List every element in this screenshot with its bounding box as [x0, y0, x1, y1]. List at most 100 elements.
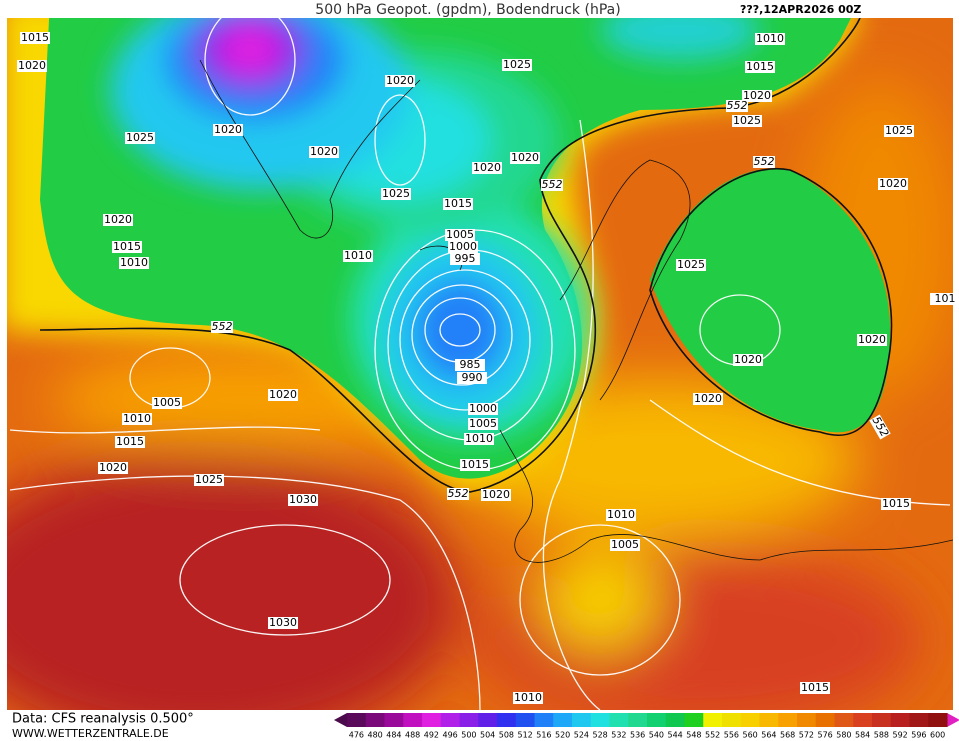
isobar-label-text: 1020 — [858, 333, 886, 346]
legend-swatch — [347, 713, 367, 727]
isobar-label-box — [460, 459, 490, 471]
isobar-label-box — [448, 241, 478, 253]
legend-tick-label: 596 — [911, 731, 926, 740]
height-label-box — [869, 414, 891, 440]
legend-swatch — [628, 713, 648, 727]
legend-swatch — [909, 713, 929, 727]
isobar-label-text: 985 — [460, 358, 481, 371]
legend-swatch — [722, 713, 742, 727]
legend-tick-label: 520 — [555, 731, 570, 740]
isobar-label-box — [733, 354, 763, 366]
legend-swatch — [590, 713, 610, 727]
legend-tick-label: 492 — [424, 731, 439, 740]
isobar-label: 1020 — [309, 145, 339, 158]
legend-tick-label: 588 — [874, 731, 889, 740]
isobar-label-text: 1010 — [344, 249, 372, 262]
isobar-label-box — [385, 75, 415, 87]
legend-swatch — [872, 713, 892, 727]
isobar-label-box — [112, 241, 142, 253]
isobar-label-text: 1015 — [116, 435, 144, 448]
legend-tick-label: 476 — [349, 731, 364, 740]
legend-swatch — [778, 713, 798, 727]
isobar-label-box — [693, 393, 723, 405]
isobar-label: 1020 — [472, 161, 502, 174]
height-label: 552 — [447, 487, 469, 500]
isobar-label: 1005 — [468, 417, 498, 430]
isobar-label-box — [464, 433, 494, 445]
legend-tick-label: 548 — [686, 731, 701, 740]
legend-tick-label: 564 — [761, 731, 776, 740]
isobar-label: 1015 — [460, 458, 490, 471]
isobar-label: 1015 — [800, 681, 830, 694]
legend-swatch — [553, 713, 573, 727]
isobar-label-text: 1015 — [461, 458, 489, 471]
isobar-label-text: 1020 — [269, 388, 297, 401]
isobar-label-box — [268, 389, 298, 401]
legend-swatch — [759, 713, 779, 727]
legend-swatch — [478, 713, 498, 727]
isobar-label-text: 1020 — [310, 145, 338, 158]
isobar-label: 101 — [930, 292, 959, 305]
isobar-label-box — [17, 60, 47, 72]
isobar-label-text: 1020 — [694, 392, 722, 405]
isobar-label-text: 1010 — [607, 508, 635, 521]
isobar-label-box — [455, 359, 485, 371]
isobar-label-text: 1020 — [743, 89, 771, 102]
legend-tick-label: 584 — [855, 731, 870, 740]
legend-tick-label: 512 — [517, 731, 532, 740]
legend-tick-label: 524 — [574, 731, 589, 740]
isobar-label: 1020 — [103, 213, 133, 226]
isobar-label: 1005 — [610, 538, 640, 551]
height-label-box — [726, 100, 748, 112]
isobar-label: 990 — [457, 371, 487, 384]
isobar-label-text: 1025 — [126, 131, 154, 144]
legend-tick-label: 484 — [386, 731, 401, 740]
height-label-box — [211, 321, 233, 333]
legend-tick-label: 496 — [442, 731, 457, 740]
isobar-label-text: 1005 — [469, 417, 497, 430]
legend-tick-label: 488 — [405, 731, 420, 740]
legend-tick-label: 572 — [799, 731, 814, 740]
height-label-text: 552 — [448, 487, 469, 500]
legend-tick-label: 580 — [836, 731, 851, 740]
run-date: ???,12APR2026 00Z — [740, 3, 861, 16]
isobar-label: 1010 — [122, 412, 152, 425]
isobar-label-box — [122, 413, 152, 425]
isobar-label: 1020 — [857, 333, 887, 346]
height-label-text: 552 — [754, 155, 775, 168]
isobar-label-box — [800, 682, 830, 694]
isobar-label-text: 1020 — [879, 177, 907, 190]
legend-swatch — [928, 713, 948, 727]
legend-swatch — [403, 713, 423, 727]
isobar-label-box — [884, 125, 914, 137]
isobar-label-text: 1005 — [153, 396, 181, 409]
isobar-label: 1025 — [381, 187, 411, 200]
isobar-label-text: 1015 — [746, 60, 774, 73]
isobar-label-box — [309, 146, 339, 158]
legend-tick-label: 576 — [817, 731, 832, 740]
isobar-label: 1015 — [20, 31, 50, 44]
isobar-label-text: 1025 — [503, 58, 531, 71]
isobar-label-text: 1020 — [511, 151, 539, 164]
isobar-label: 1020 — [268, 388, 298, 401]
isobar-label: 1020 — [481, 488, 511, 501]
isobar-label-text: 995 — [455, 252, 476, 265]
legend-swatch — [609, 713, 629, 727]
isobar-label-box — [115, 436, 145, 448]
height-label-box — [447, 488, 469, 500]
legend-tick-label: 500 — [461, 731, 476, 740]
legend-tick-label: 528 — [592, 731, 607, 740]
legend-swatch — [703, 713, 723, 727]
isobar-label-text: 1020 — [386, 74, 414, 87]
labels: 1015 1020 1020 1025 1010 1015 1020 1025 1020 1025… — [17, 31, 959, 704]
isobar-label: 1000 — [468, 402, 498, 415]
isobar-label-text: 1015 — [113, 240, 141, 253]
isobar-label-text: 1010 — [123, 412, 151, 425]
isobar-label-text: 1025 — [885, 124, 913, 137]
legend-tick-label: 568 — [780, 731, 795, 740]
legend-swatch — [497, 713, 517, 727]
legend-swatch — [534, 713, 554, 727]
legend-arrow-left — [334, 713, 347, 727]
legend-swatch — [797, 713, 817, 727]
legend-tick-label: 532 — [611, 731, 626, 740]
